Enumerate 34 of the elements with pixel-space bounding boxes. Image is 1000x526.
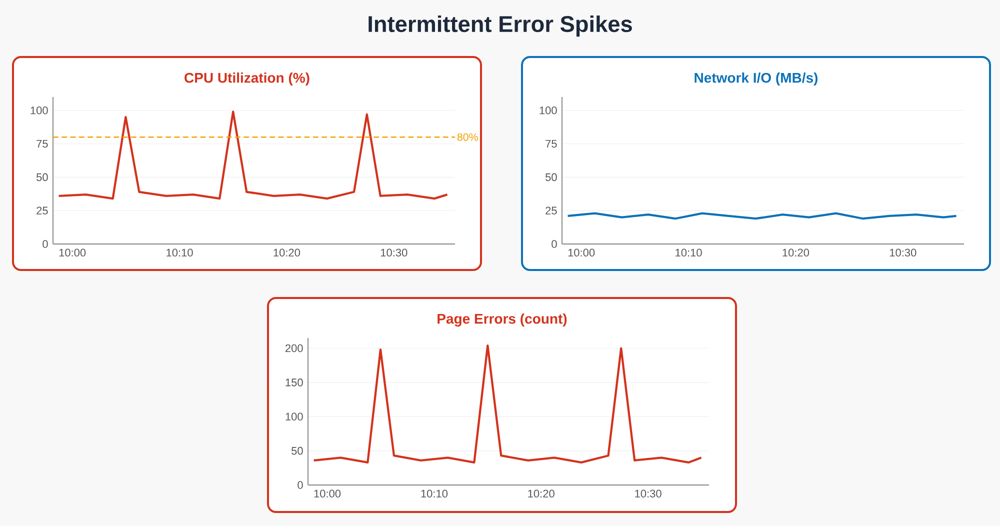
y-tick-label: 0 <box>552 240 557 248</box>
chart-title: Network I/O (MB/s) <box>694 72 818 86</box>
x-tick-label: 10:00 <box>314 490 341 498</box>
text: Intermittent Error Spikes <box>368 15 632 37</box>
x-tick-label: 10:10 <box>421 490 448 498</box>
y-tick-label: 75 <box>36 140 48 148</box>
x-tick-label: 10:10 <box>676 248 702 256</box>
line-series <box>312 344 702 464</box>
y-tick-label: 50 <box>546 173 557 182</box>
y-tick-label: 50 <box>36 173 48 182</box>
x-tick-label: 10:10 <box>166 248 193 256</box>
x-tick-label: 10:30 <box>380 248 408 256</box>
y-tick-label: 25 <box>36 206 48 214</box>
x-tick-label: 10:30 <box>890 248 916 256</box>
y-tick-label: 50 <box>292 446 303 455</box>
y-tick-label: 25 <box>546 206 557 214</box>
x-tick-label: 10:20 <box>274 248 300 256</box>
y-tick-label: 100 <box>30 106 48 114</box>
chart-title: Page Errors (count) <box>438 313 567 327</box>
line-series <box>58 110 448 200</box>
y-tick-label: 75 <box>546 140 557 148</box>
x-tick-label: 10:00 <box>59 248 86 256</box>
y-tick-label: 100 <box>286 412 303 421</box>
ref-line-label: 80% <box>457 133 478 141</box>
y-tick-label: 150 <box>286 378 303 386</box>
x-tick-label: 10:30 <box>635 490 662 498</box>
x-tick-label: 10:20 <box>782 248 810 256</box>
y-tick-label: 100 <box>540 106 557 114</box>
x-tick-label: 10:00 <box>568 248 595 256</box>
y-tick-label: 200 <box>285 344 303 352</box>
y-tick-label: 0 <box>298 481 303 489</box>
x-tick-label: 10:20 <box>528 490 554 498</box>
y-tick-label: 0 <box>42 240 48 248</box>
chart-title: CPU Utilization (%) <box>184 72 310 86</box>
